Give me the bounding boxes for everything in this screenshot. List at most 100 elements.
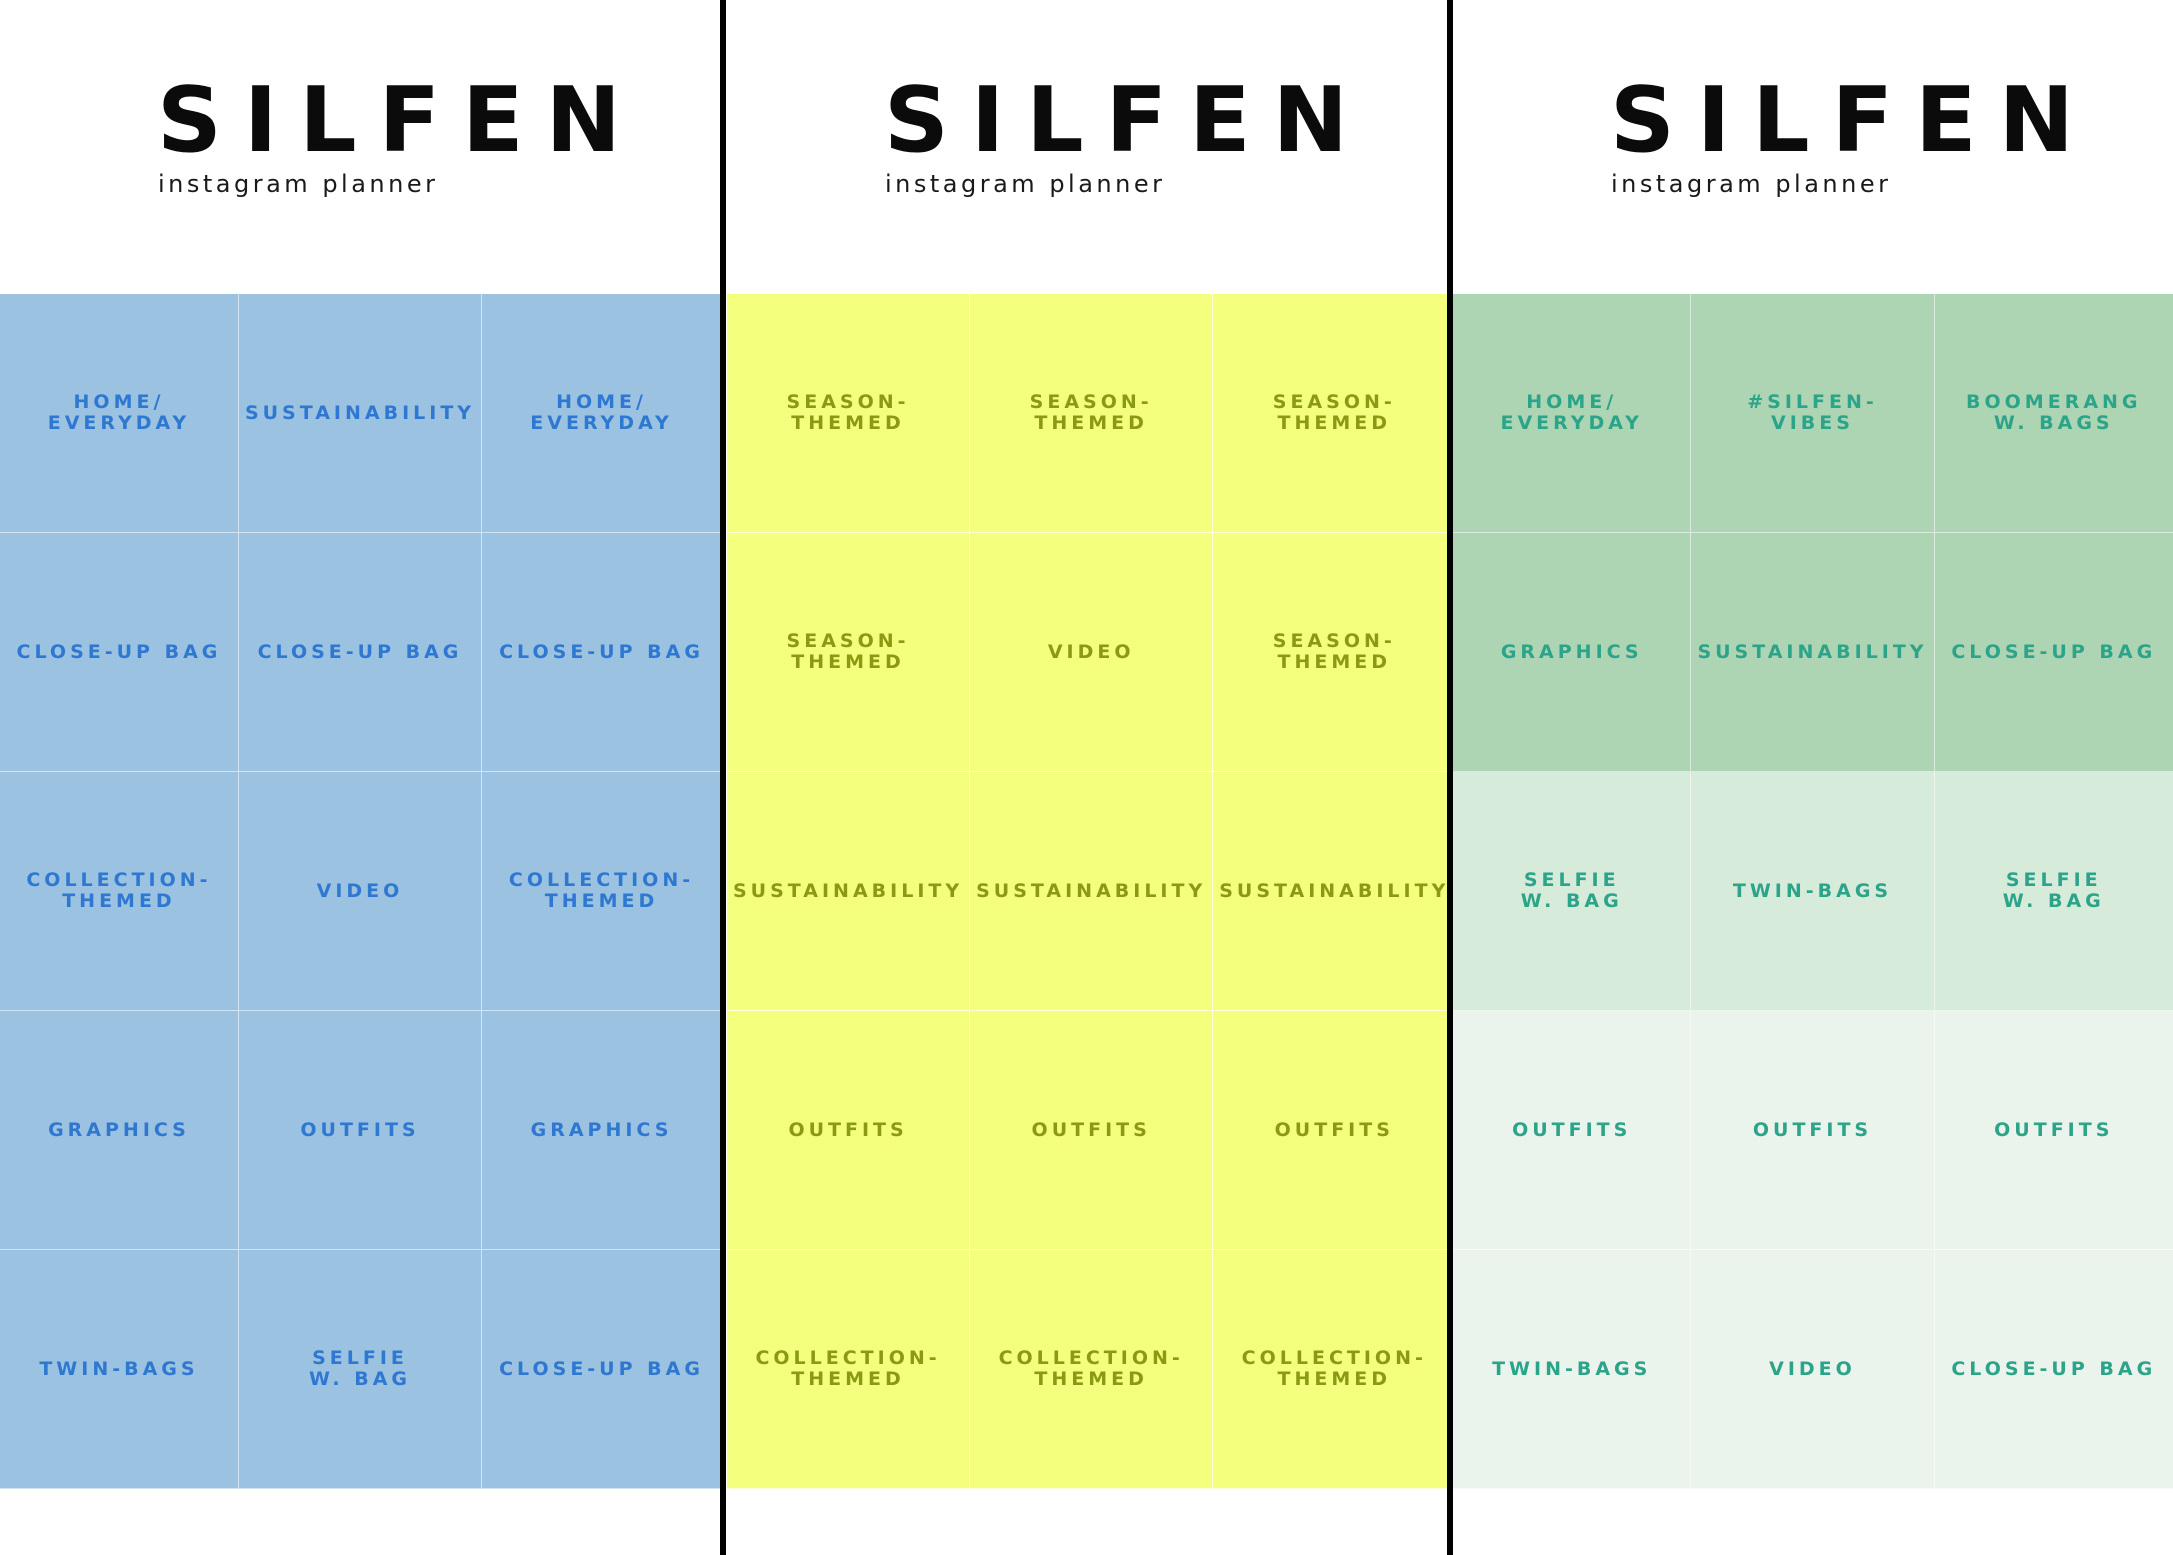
post-tile[interactable]: VIDEO xyxy=(1691,1250,1935,1489)
post-tile[interactable]: CLOSE-UP BAG xyxy=(238,533,483,772)
post-tile[interactable]: CLOSE-UP BAG xyxy=(482,533,721,772)
post-tile-label: OUTFITS xyxy=(1994,1118,2114,1141)
planner-panel-blue: SILFEN instagram planner HOME/ EVERYDAY … xyxy=(0,0,721,1555)
brand-logo: SILFEN xyxy=(884,68,1370,173)
post-tile-label: VIDEO xyxy=(1769,1357,1856,1380)
post-tile[interactable]: SELFIE W. BAG xyxy=(1934,772,2173,1011)
post-tile[interactable]: #SILFEN- VIBES xyxy=(1691,294,1935,533)
post-tile[interactable]: SEASON- THEMED xyxy=(727,533,971,772)
post-tile[interactable]: SEASON- THEMED xyxy=(970,294,1214,533)
post-tile[interactable]: SUSTAINABILITY xyxy=(1691,533,1935,772)
post-tile[interactable]: OUTFITS xyxy=(970,1011,1214,1250)
post-tile[interactable]: OUTFITS xyxy=(727,1011,971,1250)
post-tile[interactable]: TWIN-BAGS xyxy=(1453,1250,1692,1489)
post-tile-label: SELFIE W. BAG xyxy=(308,1347,411,1390)
planner-subtitle: instagram planner xyxy=(1611,170,1892,198)
post-tile-label: SEASON- THEMED xyxy=(786,391,910,434)
post-tile-label: CLOSE-UP BAG xyxy=(499,640,704,663)
post-tile[interactable]: OUTFITS xyxy=(1934,1011,2173,1250)
post-tile-label: CLOSE-UP BAG xyxy=(499,1357,704,1380)
post-tile[interactable]: SELFIE W. BAG xyxy=(1453,772,1692,1011)
brand-logo: SILFEN xyxy=(1610,68,2096,173)
post-tile-label: SEASON- THEMED xyxy=(786,630,910,673)
post-tile-label: OUTFITS xyxy=(788,1118,908,1141)
post-tile-label: GRAPHICS xyxy=(48,1118,190,1141)
post-tile[interactable]: TWIN-BAGS xyxy=(0,1250,239,1489)
post-tile-label: #SILFEN- VIBES xyxy=(1747,391,1878,434)
post-tile-label: OUTFITS xyxy=(1752,1118,1873,1141)
post-tile-label: SEASON- THEMED xyxy=(1272,630,1396,673)
planner-panel-yellow: SILFEN instagram planner SEASON- THEMED … xyxy=(727,0,1456,1555)
post-grid: SEASON- THEMED SEASON- THEMED SEASON- TH… xyxy=(727,294,1456,1489)
post-tile[interactable]: BOOMERANG W. BAGS xyxy=(1934,294,2173,533)
post-grid: HOME/ EVERYDAY #SILFEN- VIBES BOOMERANG … xyxy=(1453,294,2173,1489)
post-tile[interactable]: GRAPHICS xyxy=(0,1011,239,1250)
post-tile[interactable]: COLLECTION- THEMED xyxy=(482,772,721,1011)
post-tile[interactable]: HOME/ EVERYDAY xyxy=(482,294,721,533)
post-tile[interactable]: CLOSE-UP BAG xyxy=(482,1250,721,1489)
post-tile-label: SUSTAINABILITY xyxy=(1219,879,1450,902)
post-tile[interactable]: COLLECTION- THEMED xyxy=(727,1250,971,1489)
post-tile-label: CLOSE-UP BAG xyxy=(1951,1357,2157,1380)
post-tile[interactable]: CLOSE-UP BAG xyxy=(1934,533,2173,772)
post-tile[interactable]: COLLECTION- THEMED xyxy=(1213,1250,1456,1489)
post-tile[interactable]: COLLECTION- THEMED xyxy=(970,1250,1214,1489)
post-tile[interactable]: CLOSE-UP BAG xyxy=(0,533,239,772)
post-tile-label: OUTFITS xyxy=(1512,1118,1632,1141)
post-tile[interactable]: OUTFITS xyxy=(1453,1011,1692,1250)
post-tile-label: TWIN-BAGS xyxy=(1492,1357,1652,1380)
post-tile-label: VIDEO xyxy=(316,879,404,902)
post-tile[interactable]: SUSTAINABILITY xyxy=(238,294,483,533)
post-tile[interactable]: SEASON- THEMED xyxy=(1213,294,1456,533)
post-tile-label: SEASON- THEMED xyxy=(1029,391,1153,434)
post-tile-label: SUSTAINABILITY xyxy=(244,401,476,424)
post-tile-label: SEASON- THEMED xyxy=(1272,391,1396,434)
post-tile[interactable]: SELFIE W. BAG xyxy=(238,1250,483,1489)
post-tile-label: COLLECTION- THEMED xyxy=(755,1347,941,1390)
post-tile[interactable]: GRAPHICS xyxy=(1453,533,1692,772)
post-tile-label: VIDEO xyxy=(1047,640,1135,663)
post-tile-label: BOOMERANG W. BAGS xyxy=(1966,391,2142,434)
post-tile-label: HOME/ EVERYDAY xyxy=(1500,391,1643,434)
post-tile[interactable]: COLLECTION- THEMED xyxy=(0,772,239,1011)
post-tile-label: COLLECTION- THEMED xyxy=(26,869,212,912)
post-tile-label: CLOSE-UP BAG xyxy=(1951,640,2157,663)
post-tile[interactable]: SEASON- THEMED xyxy=(727,294,971,533)
post-tile-label: COLLECTION- THEMED xyxy=(508,869,695,912)
post-tile-label: OUTFITS xyxy=(1274,1118,1394,1141)
post-tile[interactable]: GRAPHICS xyxy=(482,1011,721,1250)
post-grid: HOME/ EVERYDAY SUSTAINABILITY HOME/ EVER… xyxy=(0,294,721,1489)
post-tile-label: TWIN-BAGS xyxy=(1732,879,1893,902)
post-tile[interactable]: SUSTAINABILITY xyxy=(1213,772,1456,1011)
post-tile-label: OUTFITS xyxy=(1031,1118,1151,1141)
post-tile-label: SUSTAINABILITY xyxy=(1697,640,1928,663)
post-tile-label: OUTFITS xyxy=(300,1118,420,1141)
post-tile[interactable]: HOME/ EVERYDAY xyxy=(1453,294,1692,533)
post-tile[interactable]: TWIN-BAGS xyxy=(1691,772,1935,1011)
post-tile[interactable]: SEASON- THEMED xyxy=(1213,533,1456,772)
post-tile[interactable]: OUTFITS xyxy=(1213,1011,1456,1250)
panel-divider xyxy=(720,0,726,1555)
planner-subtitle: instagram planner xyxy=(885,170,1166,198)
post-tile[interactable]: VIDEO xyxy=(970,533,1214,772)
post-tile-label: HOME/ EVERYDAY xyxy=(530,391,673,434)
post-tile[interactable]: SUSTAINABILITY xyxy=(970,772,1214,1011)
post-tile-label: SUSTAINABILITY xyxy=(733,879,964,902)
post-tile-label: COLLECTION- THEMED xyxy=(1241,1347,1427,1390)
brand-logo: SILFEN xyxy=(157,68,643,173)
post-tile-label: SUSTAINABILITY xyxy=(976,879,1207,902)
planner-subtitle: instagram planner xyxy=(158,170,439,198)
post-tile-label: SELFIE W. BAG xyxy=(2002,869,2105,912)
post-tile[interactable]: VIDEO xyxy=(238,772,483,1011)
post-tile-label: GRAPHICS xyxy=(1500,640,1643,663)
post-tile[interactable]: HOME/ EVERYDAY xyxy=(0,294,239,533)
planner-panel-green: SILFEN instagram planner HOME/ EVERYDAY … xyxy=(1453,0,2173,1555)
post-tile[interactable]: SUSTAINABILITY xyxy=(727,772,971,1011)
post-tile[interactable]: OUTFITS xyxy=(238,1011,483,1250)
post-tile-label: TWIN-BAGS xyxy=(39,1357,199,1380)
post-tile-label: CLOSE-UP BAG xyxy=(16,640,222,663)
post-tile[interactable]: CLOSE-UP BAG xyxy=(1934,1250,2173,1489)
post-tile[interactable]: OUTFITS xyxy=(1691,1011,1935,1250)
panel-divider xyxy=(1447,0,1453,1555)
